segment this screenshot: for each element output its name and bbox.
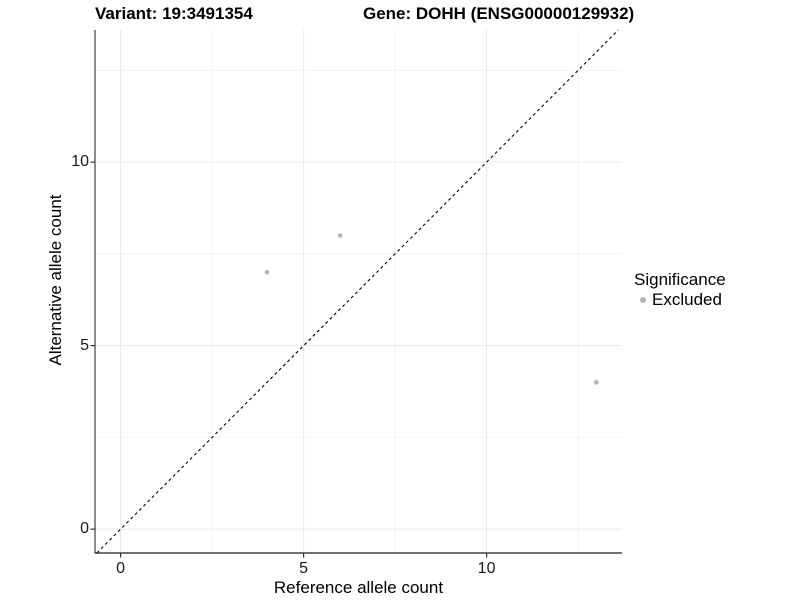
- gene-title: Gene: DOHH (ENSG00000129932): [363, 4, 635, 23]
- legend-entry-label: Excluded: [652, 290, 722, 309]
- identity-reference-line: [96, 29, 619, 554]
- data-point: [337, 233, 343, 238]
- x-axis-tick-label: 10: [477, 560, 496, 577]
- y-axis-tick-label: 5: [80, 336, 89, 354]
- x-axis-tick-label: 5: [299, 560, 309, 577]
- x-axis-title: Reference allele count: [273, 578, 444, 597]
- legend-point-icon: [640, 296, 646, 303]
- legend-title: Significance: [634, 270, 726, 289]
- variant-title: Variant: 19:3491354: [95, 4, 253, 23]
- y-axis-tick-label: 10: [71, 153, 89, 171]
- legend-entry-excluded: Excluded: [634, 290, 726, 309]
- legend: Significance Excluded: [634, 269, 726, 309]
- x-axis-tick-label: 0: [116, 560, 126, 577]
- y-axis-tick-label: 0: [80, 520, 89, 538]
- legend-key: [634, 296, 652, 303]
- data-point: [264, 269, 270, 275]
- data-point: [594, 380, 599, 385]
